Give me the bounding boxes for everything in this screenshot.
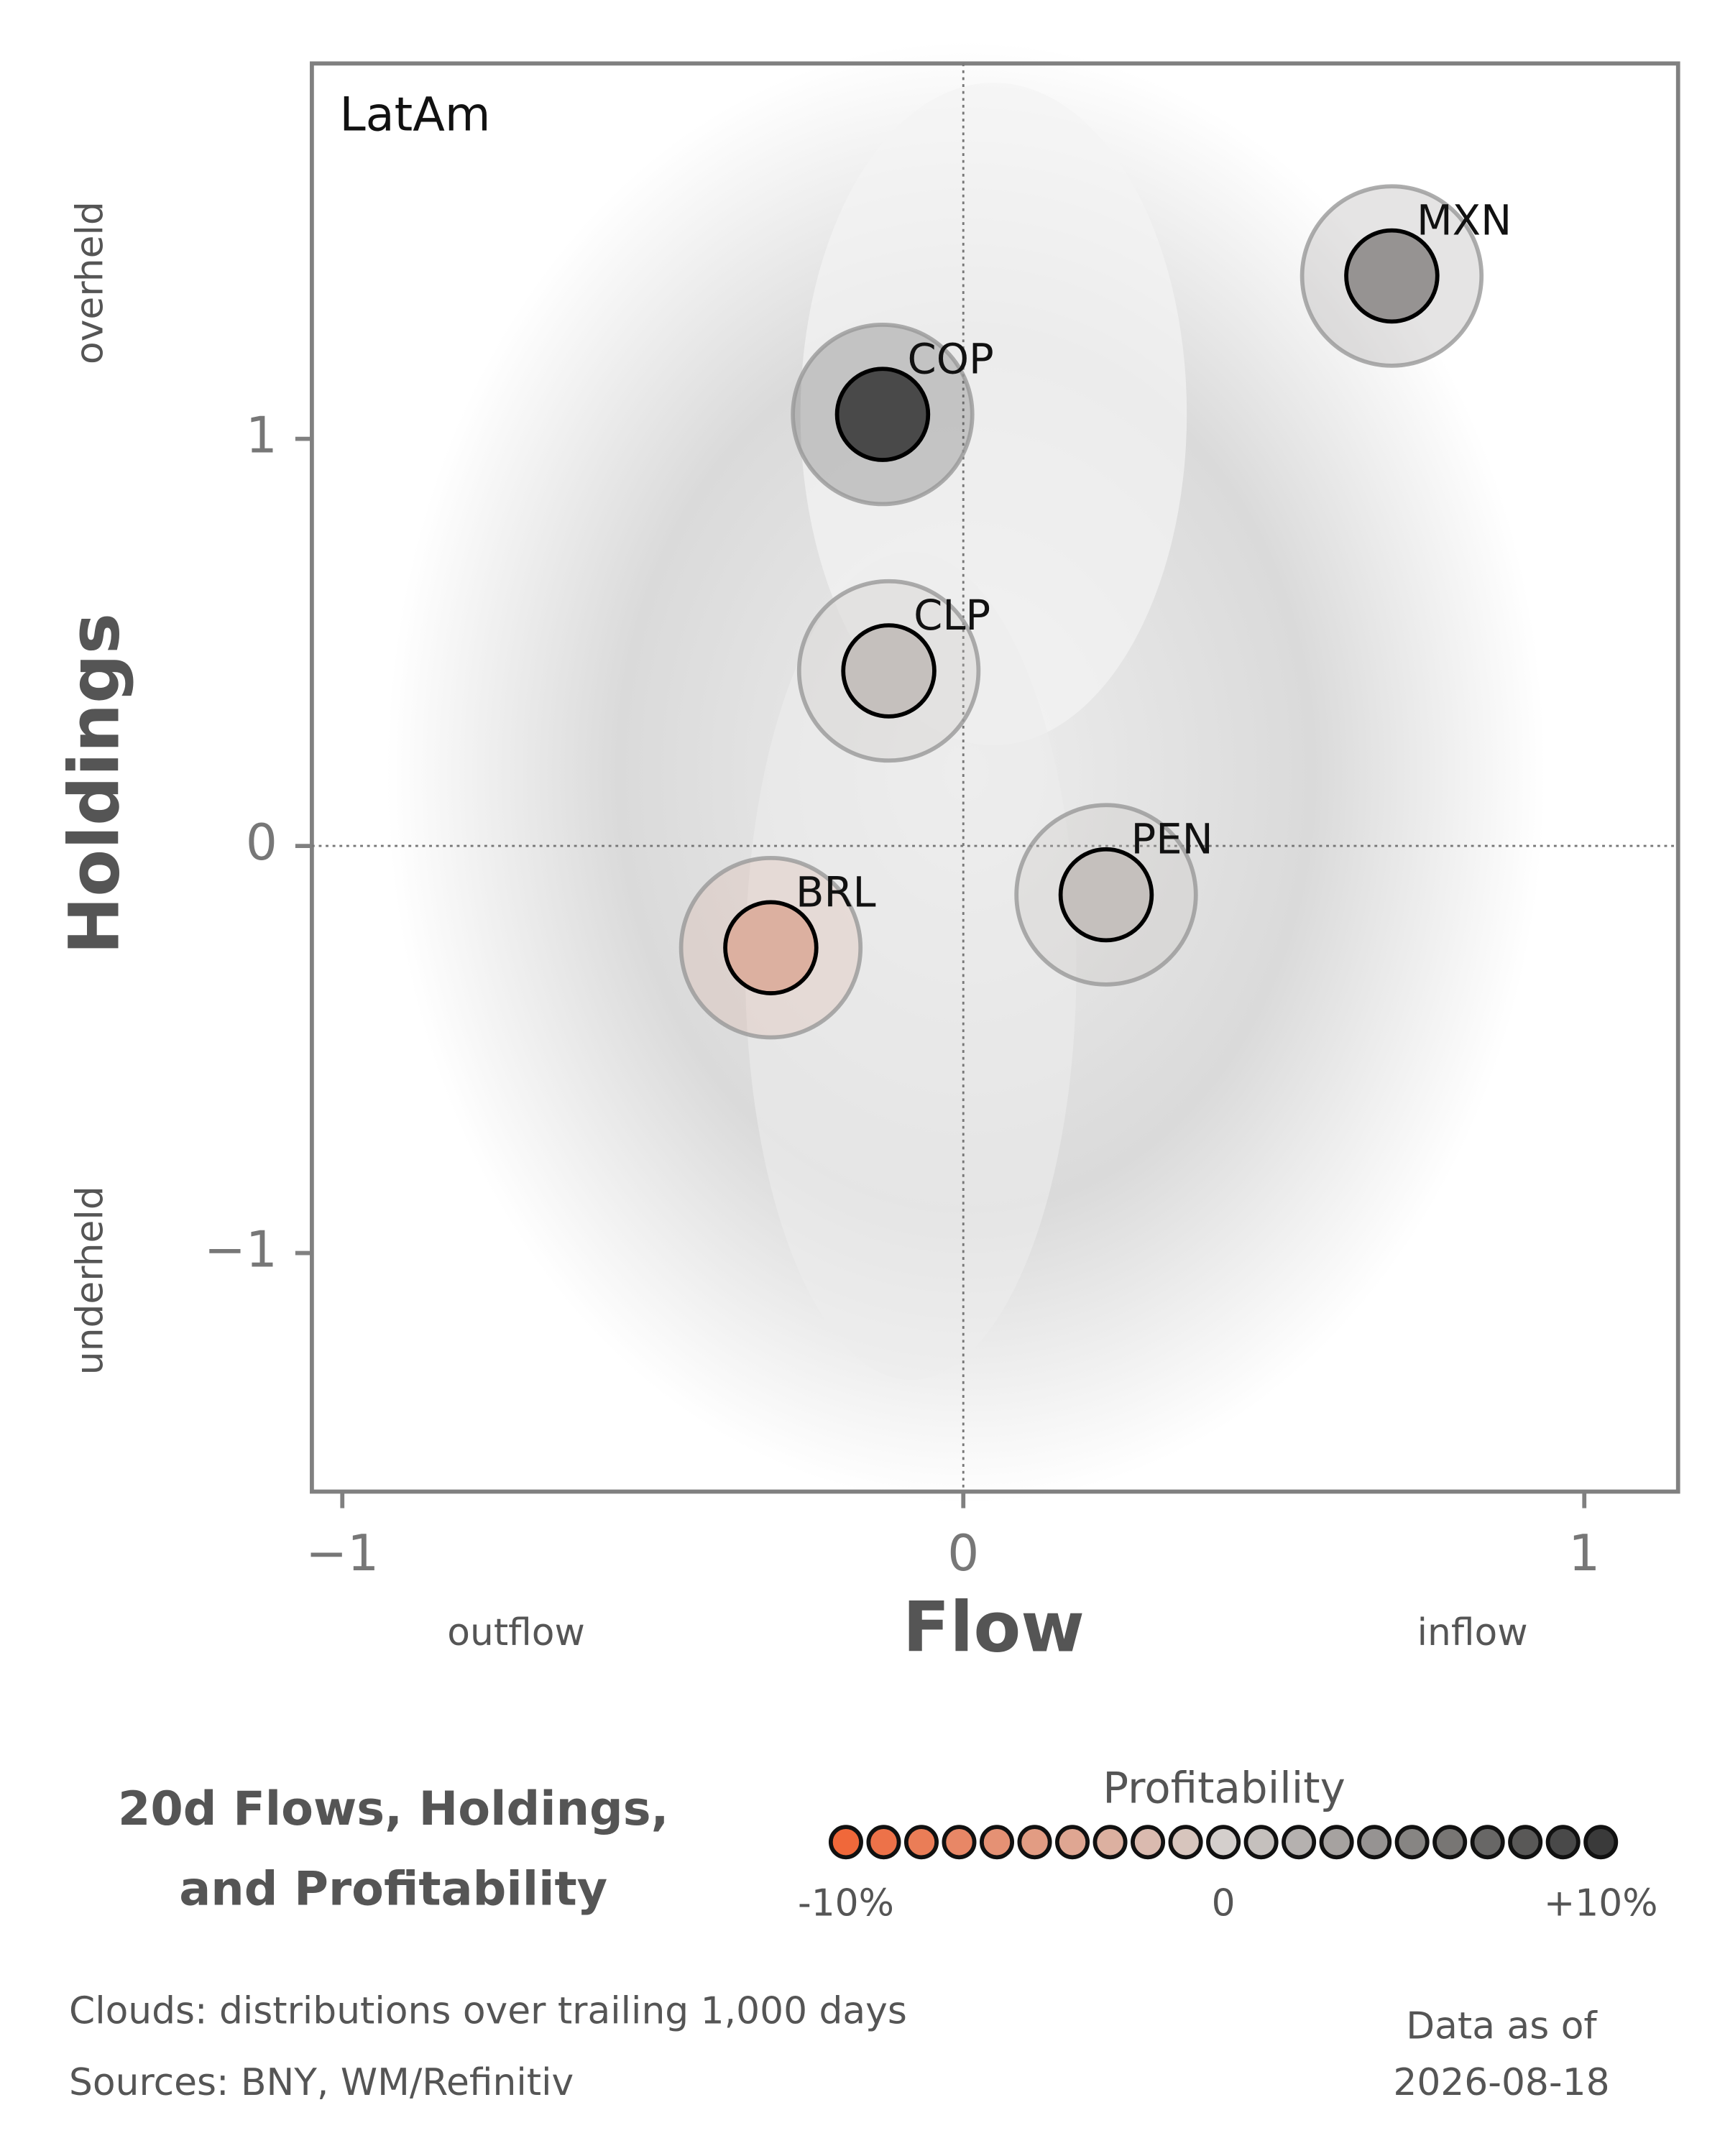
y-axis-title: Holdings	[55, 613, 135, 954]
colorbar-swatch	[1131, 1825, 1166, 1860]
colorbar-swatch	[1508, 1825, 1543, 1860]
footnote: Clouds: distributions over trailing 1,00…	[69, 1989, 907, 2032]
x-axis-title: Flow	[903, 1588, 1085, 1668]
colorbar-title: Profitability	[1103, 1764, 1346, 1813]
colorbar-swatch	[903, 1825, 939, 1860]
as-of: 2026-08-18	[1393, 2061, 1609, 2104]
x-tick-label: 0	[947, 1525, 979, 1583]
colorbar-swatch	[1470, 1825, 1505, 1860]
colorbar-swatch	[1092, 1825, 1128, 1860]
colorbar-swatch	[1432, 1825, 1468, 1860]
colorbar-swatch	[1545, 1825, 1581, 1860]
colorbar-swatch	[1357, 1825, 1392, 1860]
x-annotation: outflow	[447, 1611, 585, 1654]
colorbar-swatch	[1206, 1825, 1241, 1860]
colorbar-swatch	[1017, 1825, 1052, 1860]
colorbar-swatch	[980, 1825, 1015, 1860]
point-label: CLP	[914, 591, 990, 640]
colorbar-swatch	[1243, 1825, 1279, 1860]
y-annotation: overheld	[69, 201, 112, 364]
as-of: Data as of	[1406, 2004, 1598, 2047]
panel-label: LatAm	[339, 87, 490, 142]
distribution-cloud	[386, 41, 1546, 1504]
point	[1058, 847, 1154, 943]
colorbar-swatch	[1055, 1825, 1090, 1860]
point-label: BRL	[796, 868, 876, 916]
point	[834, 367, 931, 462]
colorbar-swatch	[1282, 1825, 1317, 1860]
point	[841, 623, 937, 719]
plot-frame	[310, 61, 1680, 1494]
colorbar-tick-label: +10%	[1544, 1882, 1658, 1925]
y-tick-label: 1	[246, 407, 277, 465]
x-annotation: inflow	[1417, 1611, 1528, 1654]
colorbar-swatch	[828, 1825, 863, 1860]
y-tick-label: −1	[204, 1222, 277, 1279]
colorbar-swatch	[1319, 1825, 1354, 1860]
colorbar-swatch	[1394, 1825, 1430, 1860]
point-label: COP	[907, 335, 993, 383]
x-tick-label: 1	[1568, 1525, 1600, 1583]
y-annotation: underheld	[69, 1186, 112, 1375]
colorbar-swatch	[866, 1825, 901, 1860]
colorbar-swatch	[1583, 1825, 1619, 1860]
chart-title: and Profitability	[179, 1861, 607, 1916]
y-tick-label: 0	[246, 814, 277, 872]
colorbar-tick-label: -10%	[798, 1882, 894, 1925]
footnote: Sources: BNY, WM/Refinitiv	[69, 2061, 574, 2104]
point-label: PEN	[1131, 816, 1213, 864]
colorbar-tick-label: 0	[1212, 1882, 1236, 1925]
chart-title: 20d Flows, Holdings,	[118, 1782, 668, 1836]
x-tick-label: −1	[305, 1525, 379, 1583]
point	[723, 900, 819, 995]
point-label: MXN	[1417, 197, 1512, 245]
point	[1344, 228, 1440, 324]
colorbar-swatch	[1168, 1825, 1203, 1860]
colorbar-swatch	[942, 1825, 977, 1860]
